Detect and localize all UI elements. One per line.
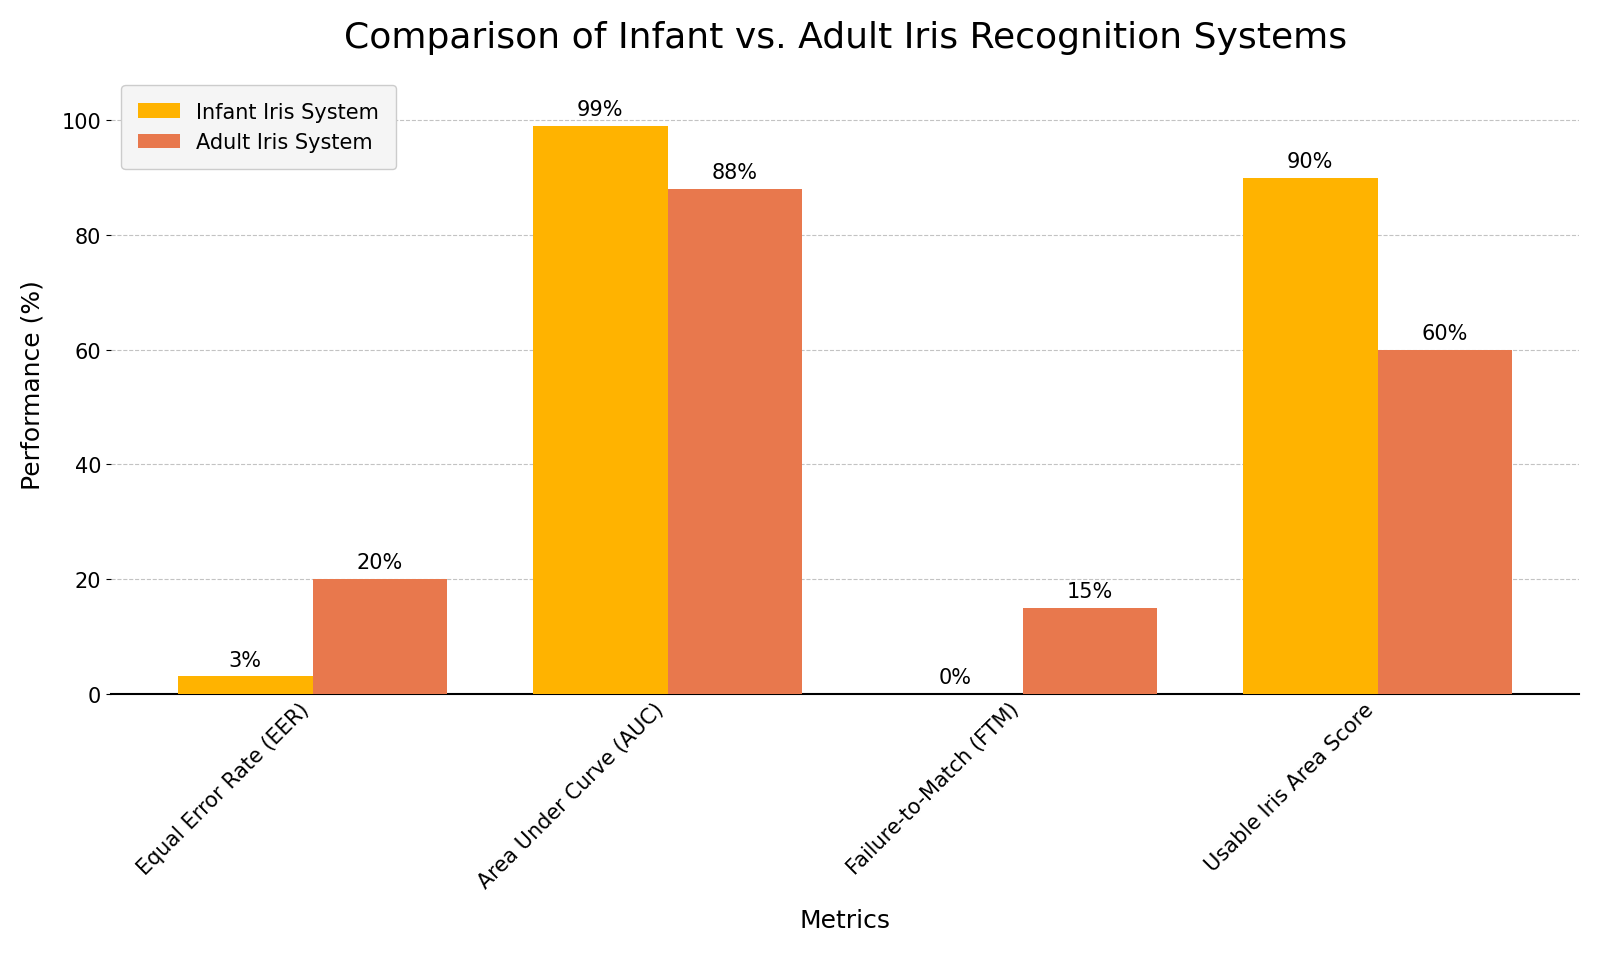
X-axis label: Metrics: Metrics bbox=[800, 908, 891, 932]
Bar bbox=[1378, 351, 1512, 694]
Bar bbox=[667, 190, 803, 694]
Text: 60%: 60% bbox=[1422, 323, 1469, 343]
Text: 3%: 3% bbox=[229, 650, 262, 670]
Text: 99%: 99% bbox=[578, 100, 624, 120]
Y-axis label: Performance (%): Performance (%) bbox=[21, 280, 45, 490]
Legend: Infant Iris System, Adult Iris System: Infant Iris System, Adult Iris System bbox=[122, 86, 395, 170]
Bar bbox=[1243, 178, 1378, 694]
Bar bbox=[312, 579, 448, 694]
Text: 20%: 20% bbox=[357, 553, 403, 573]
Bar bbox=[533, 127, 667, 694]
Bar bbox=[178, 677, 312, 694]
Text: 0%: 0% bbox=[939, 667, 971, 687]
Bar bbox=[1022, 608, 1157, 694]
Text: 88%: 88% bbox=[712, 163, 758, 183]
Text: 15%: 15% bbox=[1067, 581, 1114, 601]
Text: 90%: 90% bbox=[1286, 152, 1333, 172]
Title: Comparison of Infant vs. Adult Iris Recognition Systems: Comparison of Infant vs. Adult Iris Reco… bbox=[344, 21, 1347, 54]
